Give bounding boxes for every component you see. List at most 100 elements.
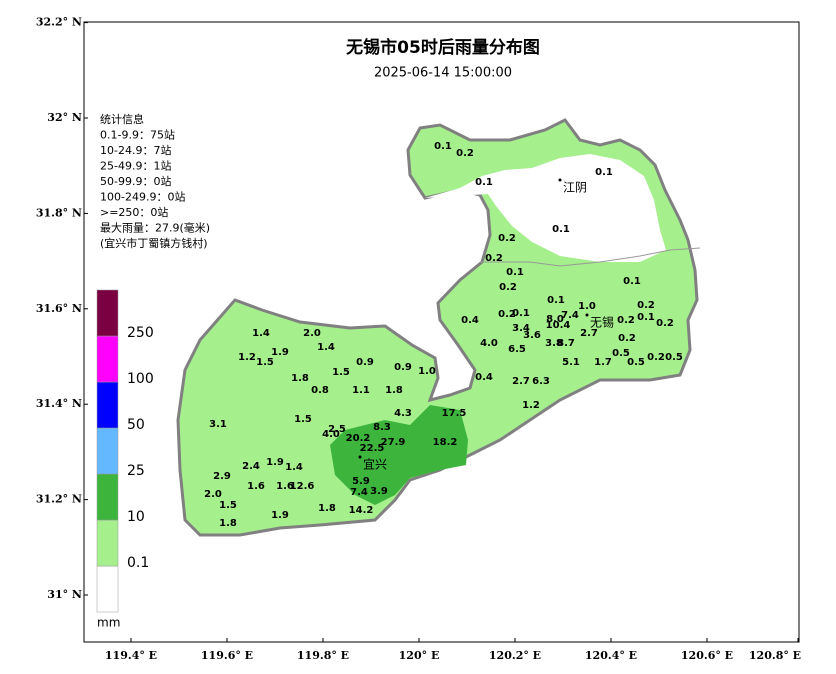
station-value: 0.2 <box>498 309 516 320</box>
station-value: 0.4 <box>461 315 479 326</box>
colorbar-label: 25 <box>127 463 145 479</box>
y-tick-label: 31.4° N <box>36 397 82 410</box>
station-value: 4.3 <box>394 408 412 419</box>
station-value: 10.4 <box>546 320 571 331</box>
station-value: 2.0 <box>204 489 222 500</box>
stats-line: 统计信息 <box>100 112 144 126</box>
station-value: 0.1 <box>637 312 655 323</box>
stats-line: 最大雨量：27.9(毫米) <box>100 221 210 235</box>
station-value: 2.7 <box>580 328 598 339</box>
colorbar: 0.1 10 25 50 100 250 mm <box>96 289 154 630</box>
stats-line: 50-99.9：0站 <box>100 174 171 188</box>
station-value: 3.8 <box>545 338 563 349</box>
city-dot <box>585 313 589 317</box>
station-value: 0.1 <box>512 308 530 319</box>
colorbar-label: 50 <box>127 417 145 433</box>
station-value: 3.4 <box>512 323 530 334</box>
map-title: 无锡市05时后雨量分布图 <box>345 37 540 58</box>
station-value: 8.7 <box>557 338 575 349</box>
map-subtitle: 2025-06-14 15:00:00 <box>374 66 512 81</box>
colorbar-label: 250 <box>127 325 154 341</box>
station-value: 0.5 <box>665 352 683 363</box>
city-dot <box>558 178 562 182</box>
colorbar-label: 10 <box>127 509 145 525</box>
x-tick-label: 119.8° E <box>297 649 349 662</box>
stats-line: 100-249.9：0站 <box>100 190 185 204</box>
x-tick-label: 119.6° E <box>201 649 253 662</box>
station-value: 1.5 <box>332 367 350 378</box>
station-value: 1.9 <box>271 510 289 521</box>
colorbar-swatch <box>96 519 119 567</box>
station-value: 0.5 <box>627 357 645 368</box>
station-value: 1.2 <box>238 352 256 363</box>
station-value: 1.6 <box>247 481 265 492</box>
colorbar-label: 100 <box>127 371 154 387</box>
station-value: 17.5 <box>442 408 467 419</box>
station-value: 1.9 <box>266 457 284 468</box>
station-value: 6.5 <box>508 344 526 355</box>
y-tick-label: 32° N <box>47 111 82 124</box>
station-value: 1.6 <box>276 481 294 492</box>
station-value: 1.7 <box>594 357 612 368</box>
station-value: 3.1 <box>209 419 227 430</box>
station-value: 0.2 <box>647 352 665 363</box>
station-value: 8.0 <box>546 314 564 325</box>
x-tick-label: 120.2° E <box>489 649 541 662</box>
station-value: 18.2 <box>433 437 458 448</box>
x-tick-label: 120.6° E <box>681 649 733 662</box>
city-dot <box>358 455 362 459</box>
colorbar-swatch <box>96 565 119 613</box>
station-value: 1.2 <box>522 400 540 411</box>
station-value: 0.1 <box>595 167 613 178</box>
station-value: 0.2 <box>618 333 636 344</box>
station-value: 14.2 <box>349 505 374 516</box>
station-value: 0.2 <box>456 148 474 159</box>
map-layer: 江阴无锡宜兴0.10.20.10.10.20.10.20.10.20.10.40… <box>204 141 683 529</box>
station-value: 1.4 <box>285 462 303 473</box>
station-value: 0.2 <box>485 253 503 264</box>
station-value: 0.1 <box>547 295 565 306</box>
station-value: 6.3 <box>532 376 550 387</box>
stats-line: 25-49.9：1站 <box>100 159 171 173</box>
station-value: 0.2 <box>656 318 674 329</box>
station-value: 2.7 <box>512 376 530 387</box>
station-value: 0.1 <box>552 224 570 235</box>
station-value: 0.2 <box>617 315 635 326</box>
station-value: 0.9 <box>356 357 374 368</box>
colorbar-swatch <box>96 473 119 521</box>
station-value: 2.9 <box>213 471 231 482</box>
y-tick-label: 32.2° N <box>36 16 82 29</box>
stats-line: 0.1-9.9：75站 <box>100 128 175 142</box>
station-value: 3.9 <box>370 486 388 497</box>
stats-line: >=250：0站 <box>100 205 168 219</box>
city-label: 无锡 <box>590 315 614 330</box>
station-value: 1.5 <box>294 414 312 425</box>
station-value: 0.1 <box>475 177 493 188</box>
station-value: 2.0 <box>303 328 321 339</box>
y-tick-label: 31.6° N <box>36 302 82 315</box>
region-heavy-rain <box>330 405 468 505</box>
station-value: 1.0 <box>418 366 436 377</box>
station-value: 0.9 <box>394 362 412 373</box>
station-value: 0.1 <box>623 276 641 287</box>
station-value: 1.8 <box>219 518 237 529</box>
x-tick-label: 120.8° E <box>749 649 801 662</box>
colorbar-swatch <box>96 427 119 475</box>
station-value: 0.2 <box>498 233 516 244</box>
station-value: 0.5 <box>612 348 630 359</box>
colorbar-swatch <box>96 335 119 383</box>
plot-frame <box>83 21 800 643</box>
station-value: 27.9 <box>381 437 406 448</box>
city-label: 江阴 <box>563 181 587 195</box>
y-tick-label: 31° N <box>47 588 82 601</box>
station-value: 22.5 <box>360 443 385 454</box>
station-value: 1.8 <box>385 385 403 396</box>
colorbar-label: 0.1 <box>127 555 149 571</box>
station-value: 0.8 <box>311 385 329 396</box>
stats-line: (宜兴市丁蜀镇方钱村) <box>100 236 208 250</box>
stats-line: 10-24.9：7站 <box>100 143 171 157</box>
x-tick-label: 119.4° E <box>105 649 157 662</box>
station-value: 1.9 <box>271 347 289 358</box>
